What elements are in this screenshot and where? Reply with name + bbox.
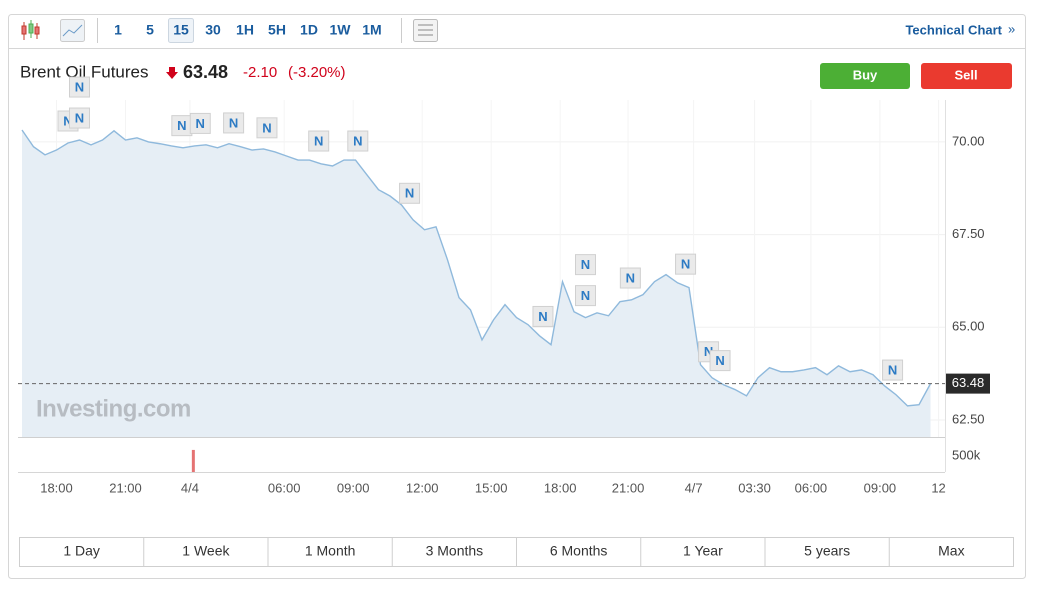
area-fill xyxy=(22,130,931,437)
interval-button[interactable]: 1 xyxy=(114,22,122,38)
price: 63.48 xyxy=(183,62,228,82)
volume-tick-label: 500k xyxy=(952,447,981,462)
x-tick-label: 06:00 xyxy=(268,480,301,495)
sell-button[interactable] xyxy=(921,63,1012,89)
x-tick-label: 18:00 xyxy=(40,480,73,495)
price-line xyxy=(21,129,932,407)
news-marker-label[interactable]: N xyxy=(626,270,635,285)
x-tick-label: 15:00 xyxy=(475,480,508,495)
area-icon-line xyxy=(62,24,83,37)
news-marker[interactable] xyxy=(575,254,597,276)
news-marker-label[interactable]: N xyxy=(262,120,271,135)
news-marker-label[interactable]: N xyxy=(715,353,724,368)
news-marker-label[interactable]: N xyxy=(581,288,590,303)
interval-button[interactable]: 1W xyxy=(330,22,352,38)
y-tick-label: 65.00 xyxy=(952,319,985,334)
technical-chart-link[interactable]: Technical Chart xyxy=(905,22,1002,37)
down-arrow xyxy=(166,67,178,79)
change: -2.10 xyxy=(243,64,277,81)
area-icon[interactable] xyxy=(60,19,85,42)
news-marker[interactable] xyxy=(675,253,697,275)
news-marker[interactable] xyxy=(575,285,597,307)
news-marker-label[interactable]: N xyxy=(353,133,362,148)
range-button[interactable]: 6 Months xyxy=(550,543,608,559)
instrument-name: Brent Oil Futures xyxy=(20,62,149,81)
news-marker-label[interactable]: N xyxy=(538,309,547,324)
link-arrow[interactable]: » xyxy=(1008,21,1015,36)
x-tick-label: 4/4 xyxy=(181,480,199,495)
change-pct: (-3.20%) xyxy=(288,64,346,81)
x-tick-label: 4/7 xyxy=(685,480,703,495)
range-button[interactable]: 1 Week xyxy=(182,543,230,559)
news-marker[interactable] xyxy=(223,112,245,134)
sell-label[interactable]: Sell xyxy=(954,67,977,82)
news-marker-label[interactable]: N xyxy=(704,344,713,359)
x-tick-label: 12:00 xyxy=(406,480,439,495)
range-button[interactable]: 5 years xyxy=(804,543,850,559)
news-marker[interactable] xyxy=(308,130,330,152)
news-marker-label[interactable]: N xyxy=(63,113,72,128)
y-tick-label: 67.50 xyxy=(952,226,985,241)
y-tick-label: 70.00 xyxy=(952,133,985,148)
buy-button[interactable] xyxy=(820,63,910,89)
news-marker-label[interactable]: N xyxy=(75,79,84,94)
last-price-box xyxy=(946,373,990,394)
news-marker[interactable] xyxy=(256,117,278,139)
buy-label[interactable]: Buy xyxy=(853,67,878,82)
news-marker-label[interactable]: N xyxy=(229,115,238,130)
news-marker[interactable] xyxy=(347,130,369,152)
news-marker[interactable] xyxy=(882,359,904,381)
range-button[interactable]: 1 Day xyxy=(63,543,100,559)
news-marker-label[interactable]: N xyxy=(75,110,84,125)
interval-button[interactable]: 1H xyxy=(236,22,254,38)
news-marker-label[interactable]: N xyxy=(681,257,690,272)
interval-button[interactable]: 15 xyxy=(173,22,189,38)
news-marker[interactable] xyxy=(619,267,641,289)
interval-button[interactable]: 5 xyxy=(146,22,154,38)
x-tick-label: 09:00 xyxy=(337,480,370,495)
news-marker[interactable] xyxy=(69,76,91,98)
news-marker-label[interactable]: N xyxy=(888,363,897,378)
x-tick-label: 18:00 xyxy=(544,480,577,495)
x-tick-label: 06:00 xyxy=(795,480,828,495)
x-tick-label: 03:30 xyxy=(738,480,771,495)
news-marker[interactable] xyxy=(399,182,421,204)
news-marker[interactable] xyxy=(69,107,91,129)
watermark: Investing.com xyxy=(36,395,191,422)
interval-button[interactable]: 5H xyxy=(268,22,286,38)
y-tick-label: 62.50 xyxy=(952,411,985,426)
settings-icon-lines xyxy=(418,24,433,36)
news-marker[interactable] xyxy=(189,112,211,134)
news-marker-label[interactable]: N xyxy=(177,118,186,133)
range-button[interactable]: 3 Months xyxy=(426,543,484,559)
interval-button[interactable]: 1M xyxy=(362,22,381,38)
volume-bar xyxy=(191,449,195,472)
news-marker[interactable] xyxy=(532,305,554,327)
news-marker-label[interactable]: N xyxy=(405,186,414,201)
interval-button[interactable]: 30 xyxy=(205,22,221,38)
x-tick-label: 12 xyxy=(931,480,945,495)
interval-active[interactable] xyxy=(168,18,194,43)
x-tick-label: 21:00 xyxy=(612,480,645,495)
news-marker[interactable] xyxy=(709,350,731,372)
x-tick-label: 09:00 xyxy=(864,480,897,495)
range-button[interactable]: 1 Month xyxy=(305,543,356,559)
range-button[interactable]: 1 Year xyxy=(683,543,723,559)
range-button[interactable]: Max xyxy=(938,543,964,559)
interval-button[interactable]: 1D xyxy=(300,22,318,38)
news-marker-label[interactable]: N xyxy=(196,116,205,131)
x-tick-label: 21:00 xyxy=(109,480,142,495)
candle-icon[interactable] xyxy=(21,20,40,40)
news-marker-label[interactable]: N xyxy=(581,257,590,272)
last-price-label: 63.48 xyxy=(952,375,985,390)
news-marker-label[interactable]: N xyxy=(314,133,323,148)
